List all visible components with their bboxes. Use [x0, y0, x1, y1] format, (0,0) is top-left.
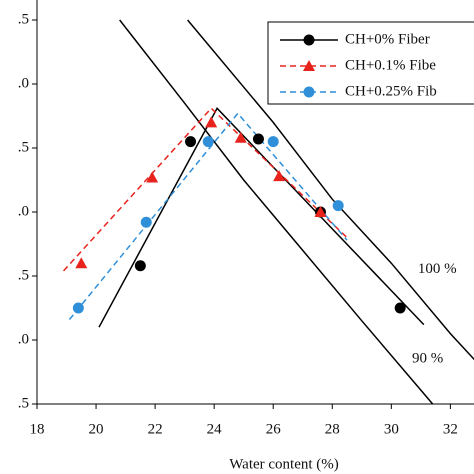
curve-label: 90 %	[412, 351, 443, 367]
saturation-curve	[187, 19, 474, 361]
marker	[134, 260, 146, 272]
fit-line	[63, 107, 348, 272]
legend-label: CH+0.25% Fib	[345, 83, 437, 99]
marker	[394, 302, 406, 314]
legend-label: CH+0.1% Fibe	[345, 57, 436, 73]
marker	[252, 133, 264, 145]
y-tick-label: .5	[18, 267, 29, 283]
marker	[267, 136, 279, 148]
marker	[314, 206, 327, 217]
marker	[185, 136, 197, 148]
marker	[202, 136, 214, 148]
legend	[267, 21, 474, 105]
x-tick-label: 24	[207, 421, 223, 437]
y-tick-label: .5	[18, 139, 29, 155]
x-axis-label: Water content (%)	[229, 456, 339, 472]
curve-label: 100 %	[418, 261, 457, 277]
x-tick-label: 18	[30, 421, 45, 437]
marker	[332, 200, 344, 212]
legend-marker	[303, 60, 315, 71]
y-tick-label: .0	[18, 75, 29, 91]
x-tick-label: 28	[325, 421, 340, 437]
legend-marker	[303, 86, 315, 98]
legend-label: CH+0% Fiber	[345, 31, 430, 47]
marker	[72, 302, 84, 314]
marker	[273, 170, 286, 182]
saturation-curve	[119, 19, 434, 405]
marker	[140, 216, 152, 228]
y-tick-label: .0	[18, 203, 29, 219]
x-tick-label: 22	[148, 421, 163, 437]
fit-line	[98, 107, 425, 328]
x-tick-label: 32	[443, 421, 458, 437]
y-tick-label: .5	[18, 395, 29, 411]
legend-marker	[303, 34, 315, 46]
x-tick-label: 26	[266, 421, 282, 437]
marker	[234, 131, 247, 143]
marker	[75, 257, 88, 269]
y-tick-label: .5	[18, 11, 29, 27]
x-tick-label: 30	[384, 421, 399, 437]
marker	[205, 116, 218, 128]
y-tick-label: .0	[18, 331, 29, 347]
x-tick-label: 20	[89, 421, 104, 437]
marker	[146, 171, 159, 183]
